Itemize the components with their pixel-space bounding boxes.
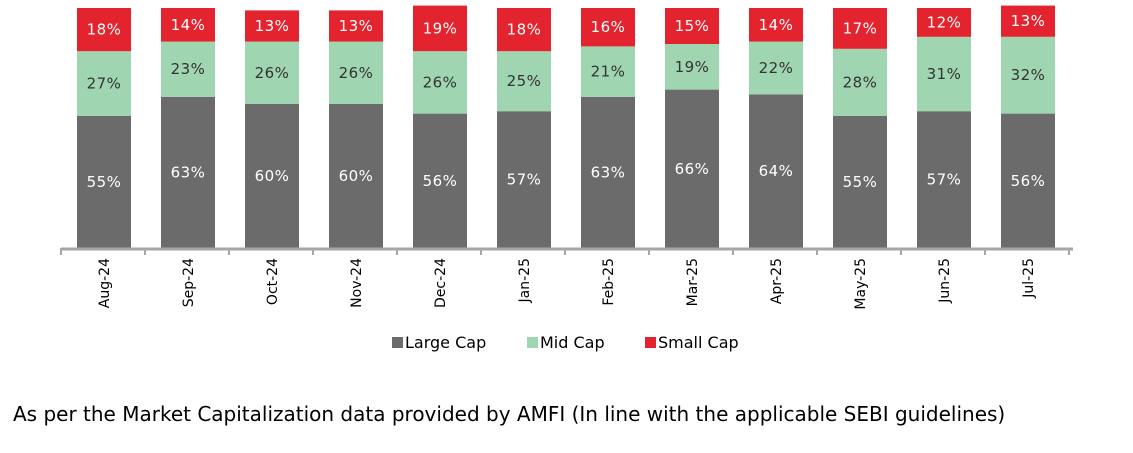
bar-segment-mid-cap — [917, 36, 971, 112]
footnote: As per the Market Capitalization data pr… — [13, 402, 1006, 426]
bar-segment-mid-cap — [245, 41, 299, 104]
data-label: 19% — [675, 58, 710, 76]
bar-segment-large-cap — [581, 96, 635, 248]
bar-segment-mid-cap — [581, 46, 635, 97]
bar-segment-small-cap — [77, 8, 131, 52]
bar-segment-large-cap — [497, 111, 551, 248]
data-label: 28% — [843, 73, 878, 91]
data-label: 12% — [927, 13, 962, 31]
bar-segment-mid-cap — [833, 48, 887, 116]
legend-swatch-small-cap — [645, 337, 656, 348]
x-tick-label: Feb-25 — [601, 258, 617, 306]
data-label: 26% — [339, 64, 374, 82]
bar-segment-large-cap — [1001, 113, 1055, 248]
data-label: 66% — [675, 160, 710, 178]
bar-segment-mid-cap — [1001, 36, 1055, 114]
data-label: 18% — [87, 21, 122, 39]
data-label: 22% — [759, 59, 794, 77]
data-label: 15% — [675, 17, 710, 35]
stacked-bar-chart: 55% 27% 18% 63% 23% 14% 60% 26% 13% 60% 26% 13% 56% 2… — [60, 5, 1073, 352]
data-label: 13% — [255, 17, 290, 35]
data-label: 14% — [171, 16, 206, 34]
x-tick-label: Jan-25 — [517, 258, 533, 303]
bar-segment-mid-cap — [665, 44, 719, 90]
x-tick-label: Oct-24 — [265, 258, 281, 305]
bar-segment-large-cap — [833, 116, 887, 248]
data-label: 56% — [423, 172, 458, 190]
data-label: 56% — [1011, 172, 1046, 190]
data-label: 63% — [171, 163, 206, 181]
data-label: 55% — [843, 173, 878, 191]
bar-segment-small-cap — [413, 5, 467, 52]
data-label: 25% — [507, 72, 542, 90]
legend-swatch-large-cap — [392, 337, 403, 348]
data-label: 31% — [927, 65, 962, 83]
data-label: 16% — [591, 18, 626, 36]
bar-segment-small-cap — [497, 8, 551, 52]
x-tick-label: Jun-25 — [937, 258, 953, 304]
x-tick-label: Dec-24 — [433, 258, 449, 308]
bar-segment-large-cap — [665, 89, 719, 248]
data-label: 26% — [255, 64, 290, 82]
data-label: 21% — [591, 63, 626, 81]
legend-label: Small Cap — [658, 333, 739, 352]
bar-segment-large-cap — [161, 96, 215, 248]
legend-label: Mid Cap — [540, 333, 605, 352]
bar-segment-small-cap — [329, 10, 383, 42]
data-label: 14% — [759, 16, 794, 34]
bar-segment-mid-cap — [749, 41, 803, 95]
data-label: 18% — [507, 21, 542, 39]
data-label: 13% — [1011, 12, 1046, 30]
data-label: 13% — [339, 17, 374, 35]
x-tick-label: Jul-25 — [1021, 258, 1037, 299]
bar-segment-small-cap — [833, 8, 887, 49]
data-label: 26% — [423, 73, 458, 91]
bar-segment-large-cap — [917, 111, 971, 248]
data-label: 57% — [507, 171, 542, 189]
bar-segment-small-cap — [161, 8, 215, 42]
bar-segment-small-cap — [665, 8, 719, 44]
bar-segment-mid-cap — [161, 41, 215, 97]
x-tick-label: Mar-25 — [685, 258, 701, 306]
data-label: 17% — [843, 19, 878, 37]
bar-segment-mid-cap — [497, 51, 551, 112]
x-tick-label: Aug-24 — [97, 258, 113, 308]
bar-segment-mid-cap — [77, 51, 131, 117]
data-label: 32% — [1011, 66, 1046, 84]
data-label: 57% — [927, 171, 962, 189]
x-tick-label: May-25 — [853, 258, 869, 310]
data-label: 60% — [339, 167, 374, 185]
data-label: 55% — [87, 173, 122, 191]
bar-segment-large-cap — [413, 113, 467, 248]
bar-segment-large-cap — [245, 104, 299, 248]
bar-segment-large-cap — [329, 104, 383, 248]
bar-segment-mid-cap — [329, 41, 383, 104]
data-label: 27% — [87, 75, 122, 93]
bar-segment-small-cap — [1001, 5, 1055, 37]
data-label: 63% — [591, 163, 626, 181]
data-label: 19% — [423, 19, 458, 37]
bar-segment-small-cap — [245, 10, 299, 42]
bar-segment-small-cap — [749, 8, 803, 42]
bar-segment-large-cap — [77, 116, 131, 248]
data-label: 64% — [759, 162, 794, 180]
legend-swatch-mid-cap — [527, 337, 538, 348]
x-tick-label: Apr-25 — [769, 258, 785, 304]
data-label: 60% — [255, 167, 290, 185]
bar-segment-small-cap — [917, 8, 971, 37]
legend-label: Large Cap — [405, 333, 486, 352]
x-tick-label: Nov-24 — [349, 258, 365, 308]
bar-segment-large-cap — [749, 94, 803, 249]
x-tick-label: Sep-24 — [181, 258, 197, 307]
bar-segment-mid-cap — [413, 51, 467, 114]
bar-segment-small-cap — [581, 8, 635, 47]
data-label: 23% — [171, 60, 206, 78]
